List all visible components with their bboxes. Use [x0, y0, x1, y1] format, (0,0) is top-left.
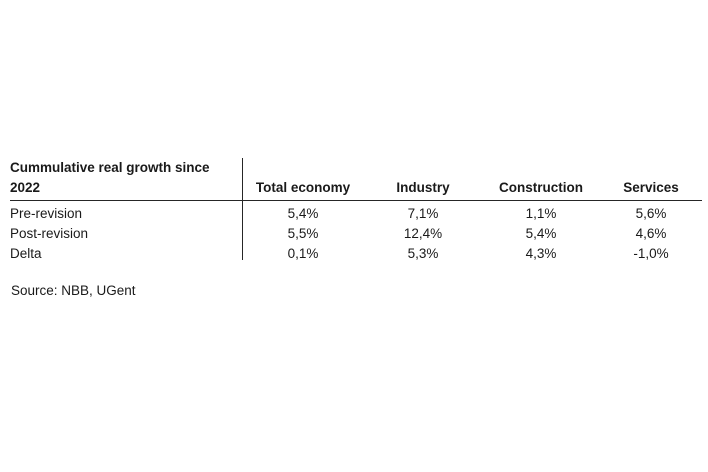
cell-value: 4,6% [635, 226, 667, 241]
column-header-construction: Construction [499, 180, 583, 195]
column-header-industry: Industry [396, 180, 450, 195]
table-body: Pre-revision 5,4% 7,1% 1,1% 5,6% Post-re… [10, 201, 702, 264]
row-label: Pre-revision [10, 206, 83, 221]
cell-value: 7,1% [407, 206, 439, 221]
column-header-services: Services [623, 180, 679, 195]
table-row-post-revision: Post-revision 5,5% 12,4% 5,4% 4,6% [10, 224, 702, 244]
table-title-line1: Cummulative real growth since [10, 160, 210, 175]
cell-value: 0,1% [287, 246, 319, 261]
row-label: Post-revision [10, 226, 89, 241]
cell-value: 12,4% [403, 226, 443, 241]
column-header-total-economy: Total economy [255, 180, 351, 195]
table-row-delta: Delta 0,1% 5,3% 4,3% -1,0% [10, 244, 702, 264]
cell-value: 5,3% [407, 246, 439, 261]
growth-table: Cummulative real growth since 2022 Total… [10, 158, 702, 264]
cell-value: -1,0% [633, 246, 669, 261]
row-label: Delta [10, 246, 42, 261]
cell-value: 5,6% [635, 206, 667, 221]
cell-value: 5,4% [525, 226, 557, 241]
table-header-row: Cummulative real growth since 2022 Total… [10, 158, 702, 201]
source-note: Source: NBB, UGent [11, 283, 136, 298]
table-title-line2: 2022 [10, 180, 41, 195]
cell-value: 5,5% [287, 226, 319, 241]
column-divider-line [242, 158, 244, 260]
cell-value: 4,3% [525, 246, 557, 261]
table-title: Cummulative real growth since 2022 [10, 158, 242, 198]
cell-value: 5,4% [287, 206, 319, 221]
table-row-pre-revision: Pre-revision 5,4% 7,1% 1,1% 5,6% [10, 204, 702, 224]
cell-value: 1,1% [525, 206, 557, 221]
